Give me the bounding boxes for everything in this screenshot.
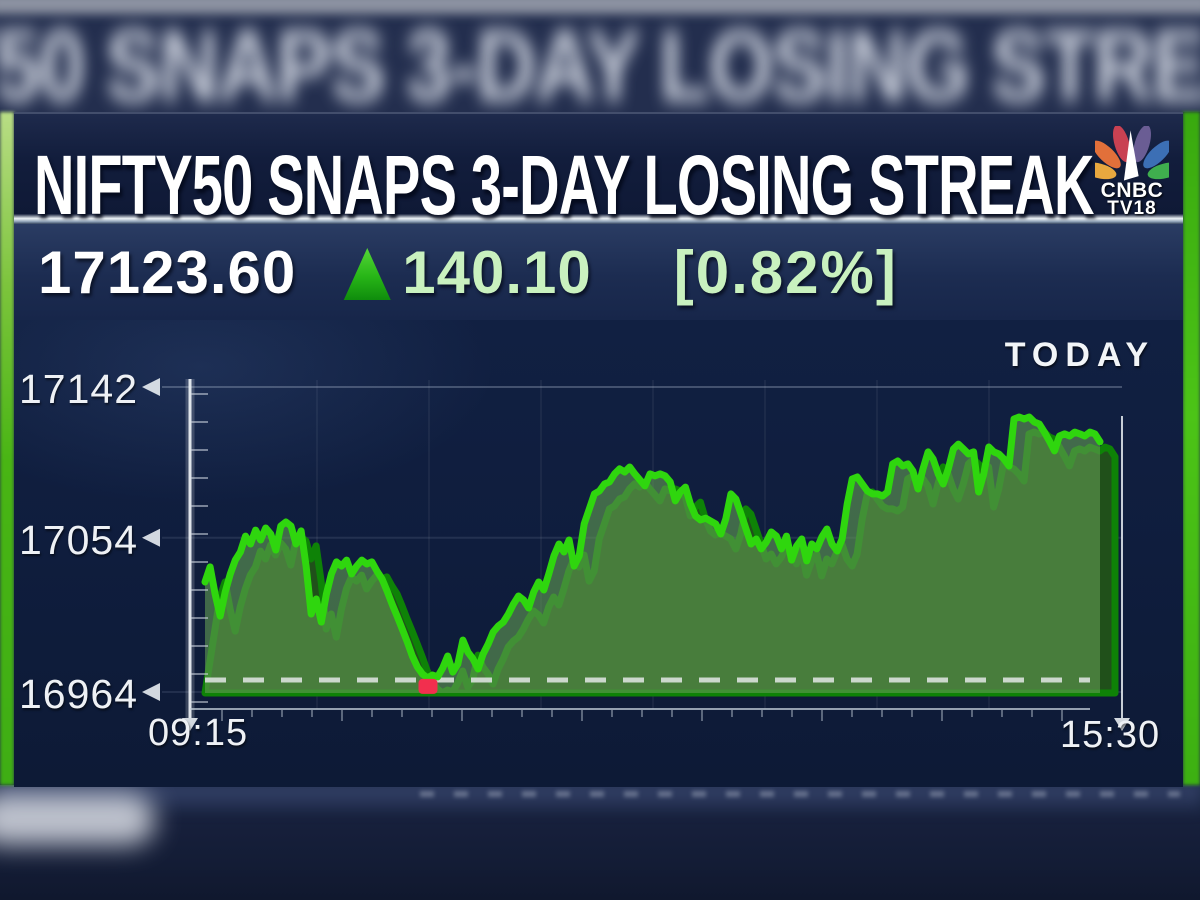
background-blur-band: [0, 785, 1200, 811]
cnbc-tv18-logo: CNBC TV18: [1093, 126, 1171, 218]
intraday-chart: TODAY 09:15 15:30 17142 17054 16964: [14, 320, 1183, 787]
logo-text-cnbc: CNBC: [1100, 179, 1164, 202]
y-axis-arrow-left: [142, 683, 160, 701]
chart-canvas: [142, 378, 1130, 731]
background-green-edge-right: [1183, 112, 1200, 785]
price-line: [201, 413, 1104, 682]
background-blur-headline: NIFTY50 SNAPS 3-DAY LOSING STREAK: [0, 9, 1200, 112]
up-triangle-icon: [343, 248, 391, 300]
y-axis-label: 16964: [18, 671, 138, 717]
background-green-edge-left: [0, 112, 14, 785]
logo-text-tv18: TV18: [1107, 198, 1157, 219]
index-change: 140.10: [402, 238, 592, 306]
x-axis-label-start: 09:15: [148, 712, 249, 754]
y-axis-label: 17142: [18, 366, 138, 412]
index-value: 17123.60: [38, 238, 297, 306]
background-blur-ticker-dots: [420, 791, 1180, 797]
index-change-percent: [0.82%]: [673, 238, 898, 306]
headline-text: NIFTY50 SNAPS 3-DAY LOSING STREAK: [34, 138, 1094, 232]
y-axis-arrow-down: [182, 718, 198, 731]
background-blur-topbar: [0, 0, 1200, 14]
background-blur-bottom: [0, 785, 1200, 900]
peacock-icon: [1095, 126, 1169, 181]
low-marker: [418, 678, 438, 694]
news-graphic-panel: NIFTY50 SNAPS 3-DAY LOSING STREAK CNBC T…: [14, 112, 1183, 787]
quote-bar: 17123.60 140.10 [0.82%]: [14, 224, 1183, 320]
background-blur-top: NIFTY50 SNAPS 3-DAY LOSING STREAK: [0, 0, 1200, 112]
x-axis-label-end: 15:30: [1060, 714, 1161, 756]
metallic-divider: [14, 214, 1183, 224]
price-area: [205, 417, 1100, 693]
chart-period-label: TODAY: [1004, 336, 1155, 374]
y-axis-label: 17054: [18, 516, 138, 563]
headline-bar: NIFTY50 SNAPS 3-DAY LOSING STREAK CNBC T…: [14, 112, 1183, 232]
right-axis-arrow-down: [1114, 718, 1130, 731]
background-blur-text-blob: [0, 793, 155, 845]
y-axis-arrow-left: [142, 528, 160, 547]
y-axis-arrow-left: [142, 378, 160, 396]
